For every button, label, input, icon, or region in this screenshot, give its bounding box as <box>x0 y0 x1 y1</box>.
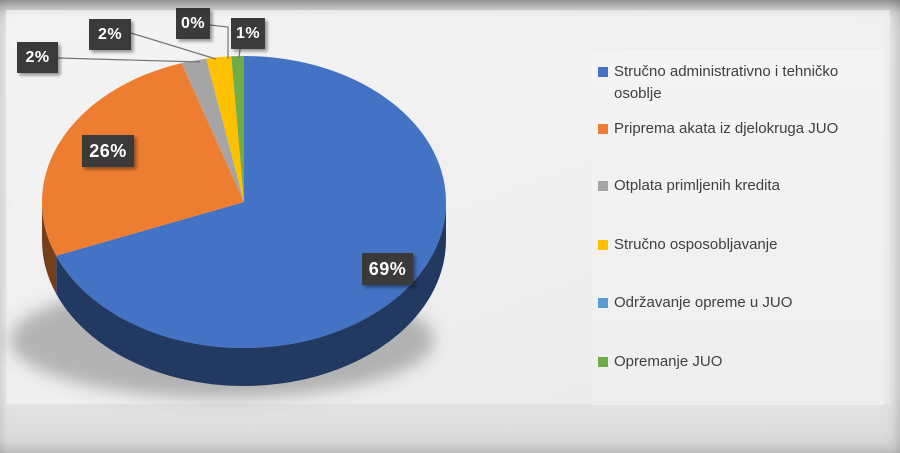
legend: Stručno administrativno i tehničko osobl… <box>592 50 884 405</box>
legend-swatch-gray <box>598 181 608 191</box>
legend-swatch-blue <box>598 67 608 77</box>
legend-swatch-yellow <box>598 240 608 250</box>
data-label-slice-3: 2% <box>89 19 131 50</box>
leader-line-2 <box>209 24 229 59</box>
leader-line-3 <box>238 48 241 59</box>
pie-chart <box>10 24 447 398</box>
data-label-slice-4: 0% <box>176 8 210 39</box>
data-label-slice-2: 2% <box>17 42 58 73</box>
legend-label: Opremanje JUO <box>614 353 723 370</box>
leader-line-1 <box>130 32 217 60</box>
legend-swatch-lightblue <box>598 298 608 308</box>
legend-item-2: Otplata primljenih kredita <box>592 175 880 197</box>
legend-label: Stručno administrativno i tehničko osobl… <box>614 63 839 102</box>
legend-label: Priprema akata iz djelokruga JUO <box>614 120 839 137</box>
legend-swatch-orange <box>598 124 608 134</box>
leader-line-0 <box>57 57 201 63</box>
pie-slice-5 <box>231 56 244 202</box>
pie-slice-3 <box>206 56 244 202</box>
legend-item-4: Održavanje opreme u JUO <box>592 292 880 314</box>
legend-item-1: Priprema akata iz djelokruga JUO <box>592 118 880 140</box>
legend-label: Stručno osposobljavanje <box>614 236 778 253</box>
legend-item-3: Stručno osposobljavanje <box>592 234 880 256</box>
pie-slice-1 <box>41 63 245 256</box>
pie-slice-2 <box>181 58 244 202</box>
legend-swatch-green <box>598 357 608 367</box>
pie-slice-side-0 <box>56 202 446 386</box>
pie-slice-0 <box>56 56 447 349</box>
pie-slice-side-1 <box>42 202 57 294</box>
data-label-slice-1: 26% <box>82 135 134 167</box>
data-label-slice-0: 69% <box>362 253 413 285</box>
legend-label: Otplata primljenih kredita <box>614 177 780 194</box>
legend-item-5: Opremanje JUO <box>592 351 880 373</box>
legend-label: Održavanje opreme u JUO <box>614 294 793 311</box>
legend-item-0: Stručno administrativno i tehničko osobl… <box>592 61 880 105</box>
data-label-slice-5: 1% <box>231 18 265 49</box>
